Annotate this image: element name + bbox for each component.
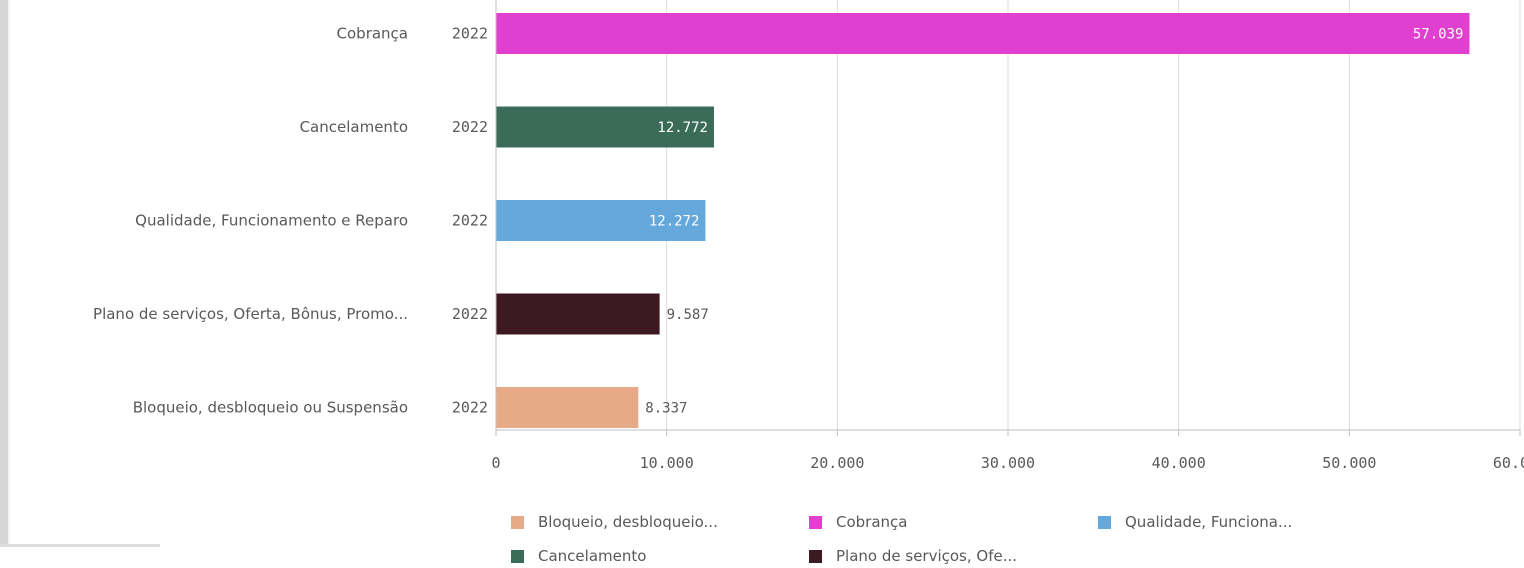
legend-label: Qualidade, Funciona...: [1125, 513, 1293, 531]
year-label: 2022: [452, 25, 488, 43]
legend-item[interactable]: Cobrança: [809, 511, 907, 533]
legend-item[interactable]: Bloqueio, desbloqueio...: [511, 511, 718, 533]
year-label: 2022: [452, 305, 488, 323]
legend-item[interactable]: Qualidade, Funciona...: [1098, 511, 1292, 533]
grid: [666, 0, 1521, 430]
category-label: Qualidade, Funcionamento e Reparo: [135, 212, 408, 230]
category-label: Plano de serviços, Oferta, Bônus, Promo.…: [93, 305, 408, 323]
bar: [496, 106, 714, 148]
legend-label: Cobrança: [836, 513, 908, 531]
legend-swatch: [511, 515, 524, 529]
year-label: 2022: [452, 399, 488, 417]
labels: Cobrança 2022 57.039 Cancelamento 2022 12.772…: [93, 25, 1463, 417]
x-axis: 0 10.000 20.000 30.000 40.000 50.000 60.000: [491, 0, 1524, 472]
bars: [496, 13, 1470, 428]
data-label: 9.587: [667, 307, 709, 323]
legend-item[interactable]: Cancelamento: [511, 545, 646, 567]
window-frame-left: [0, 0, 11, 544]
category-label: Cancelamento: [300, 118, 408, 136]
bar: [496, 387, 639, 428]
data-label: 8.337: [645, 401, 687, 417]
legend-swatch: [809, 549, 822, 563]
x-tick-label: 20.000: [810, 454, 864, 472]
legend-swatch: [809, 515, 822, 529]
bar: [496, 293, 660, 335]
year-label: 2022: [452, 118, 488, 136]
bar: [496, 13, 1470, 54]
legend-label: Cancelamento: [538, 547, 647, 565]
legend-swatch: [1098, 515, 1111, 529]
bar: [496, 200, 706, 241]
window-frame-bottom: [0, 544, 160, 547]
data-label: 12.272: [649, 214, 700, 230]
category-label: Cobrança: [337, 25, 408, 43]
legend-swatch: [511, 549, 524, 563]
x-tick-label: 10.000: [640, 454, 694, 472]
legend-label: Bloqueio, desbloqueio...: [538, 513, 718, 531]
x-tick-label: 50.000: [1322, 454, 1376, 472]
data-label: 57.039: [1413, 27, 1464, 43]
data-label: 12.772: [657, 120, 708, 136]
year-label: 2022: [452, 212, 488, 230]
x-tick-label: 0: [491, 454, 500, 472]
bar-chart: Cobrança 2022 57.039 Cancelamento 2022 12.772…: [93, 0, 1524, 472]
x-tick-label: 30.000: [981, 454, 1035, 472]
category-label: Bloqueio, desbloqueio ou Suspensão: [133, 399, 408, 417]
x-tick-label: 40.000: [1152, 454, 1206, 472]
legend-label: Plano de serviços, Ofe...: [836, 547, 1018, 565]
x-tick-label: 60.000: [1493, 454, 1524, 472]
legend-item[interactable]: Plano de serviços, Ofe...: [809, 545, 1017, 567]
